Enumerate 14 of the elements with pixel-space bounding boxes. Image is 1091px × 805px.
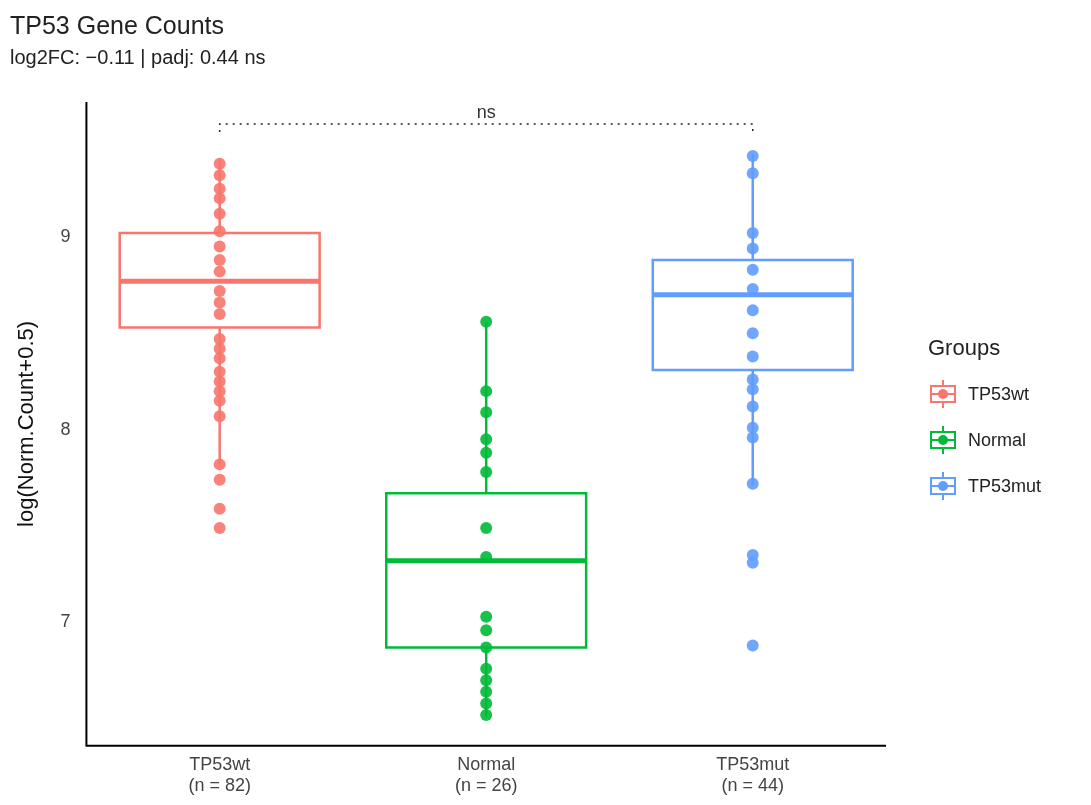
legend-label: TP53wt <box>968 383 1030 405</box>
legend-label: Normal <box>968 429 1027 451</box>
y-tick-label: 7 <box>60 611 71 632</box>
y-tick-label: 8 <box>60 418 71 439</box>
chart-title: TP53 Gene Counts <box>10 10 225 39</box>
legend-label: TP53mut <box>968 475 1042 497</box>
legend-title: Groups <box>928 335 1002 361</box>
x-tick-label: Normal (n = 26) <box>454 753 518 796</box>
y-tick-label: 9 <box>60 225 71 246</box>
y-axis-title: log(Norm.Count+0.5) <box>13 320 39 527</box>
x-tick-label: TP53wt (n = 82) <box>188 753 251 796</box>
x-tick-label: TP53mut (n = 44) <box>716 753 790 796</box>
annotation: ns <box>476 101 496 122</box>
chart-subtitle: log2FC: −0.11 | padj: 0.44 ns <box>10 45 266 68</box>
